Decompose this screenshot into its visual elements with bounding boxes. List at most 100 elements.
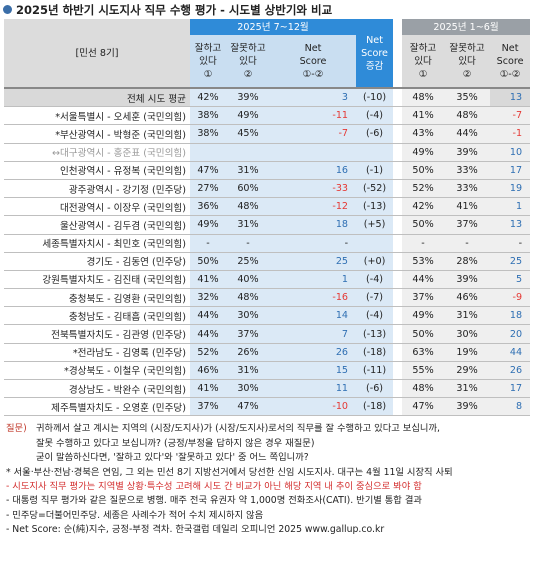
question-line: 잘못 수행하고 있다고 보십니까? (긍정/부정을 답하지 않은 경우 재질문): [36, 437, 315, 449]
h1-good-cell: 37%: [402, 288, 445, 308]
h2-net-cell: 26: [270, 343, 357, 362]
h2-net-cell: 25: [270, 252, 357, 271]
footnotes: 질문) 귀하께서 살고 계시는 지역의 (시장/도지사)가 (시장/도지사)로서…: [0, 422, 528, 537]
h1-bad-cell: 46%: [444, 288, 491, 308]
h1-net-cell: -: [490, 234, 531, 253]
h2-net-cell: 7: [270, 324, 357, 344]
net-change-cell: [356, 143, 394, 162]
h1-net-cell: 20: [490, 324, 531, 344]
h2-bad-cell: 30%: [226, 306, 270, 326]
h2-good-cell: [190, 143, 226, 162]
h1-bad-cell: -: [444, 234, 491, 253]
row-label: 광주광역시 - 강기정 (민주당): [4, 179, 190, 199]
table-row: 경기도 - 김동연 (민주당) 50% 25% 25 (+0) 53% 28% 25: [4, 252, 531, 271]
table-row: 전체 시도 평균 42% 39% 3 (-10) 48% 35% 13: [4, 87, 531, 108]
table-row: 인천광역시 - 유정복 (국민의힘) 47% 31% 16 (-1) 50% 33% 17: [4, 161, 531, 180]
h2-good-cell: 50%: [190, 252, 226, 271]
h2-bad-cell: 26%: [226, 343, 270, 362]
question-line: 귀하께서 살고 계시는 지역의 (시장/도지사)가 (시장/도지사)로서의 직무…: [36, 423, 440, 435]
h2-good-cell: 46%: [190, 361, 226, 381]
net-change-cell: [356, 234, 394, 253]
h2-net-cell: 3: [270, 87, 357, 108]
period-h1: 2025년 1~6월: [402, 19, 531, 35]
row-label: 전체 시도 평균: [4, 87, 190, 108]
net-change-cell: (-10): [356, 87, 394, 108]
h2-bad-cell: 48%: [226, 288, 270, 308]
h1-net-cell: -7: [490, 106, 531, 126]
h2-bad-cell: 60%: [226, 179, 270, 199]
h2-bad-cell: 48%: [226, 197, 270, 217]
h1-net-cell: 18: [490, 306, 531, 326]
h2-good-cell: 27%: [190, 179, 226, 199]
row-label: 경상남도 - 박완수 (국민의힘): [4, 379, 190, 399]
row-label: *경상북도 - 이철우 (국민의힘): [4, 361, 190, 381]
net-change-cell: (-4): [356, 270, 394, 290]
row-label: *서울특별시 - 오세훈 (국민의힘): [4, 106, 190, 126]
h2-net-cell: 11: [270, 379, 357, 399]
question-line: 굳이 말씀하신다면, '잘하고 있다'와 '잘못하고 있다' 중 어느 쪽입니까…: [36, 452, 309, 464]
table-row: 제주특별자치도 - 오영훈 (민주당) 37% 47% -10 (-18) 47% 39% 8: [4, 397, 531, 417]
row-label: 충청남도 - 김태흠 (국민의힘): [4, 306, 190, 326]
h1-good-cell: 50%: [402, 324, 445, 344]
h1-good-cell: 43%: [402, 124, 445, 144]
h2-net-cell: 1: [270, 270, 357, 290]
table-row: 세종특별자치시 - 최민호 (국민의힘) - - - - - -: [4, 234, 531, 253]
h1-net-cell: -1: [490, 124, 531, 144]
h1-good-cell: 42%: [402, 197, 445, 217]
h2-bad-cell: 39%: [226, 87, 270, 108]
h1-net-cell: 5: [490, 270, 531, 290]
h2-good-cell: 52%: [190, 343, 226, 362]
h2-net-cell: 16: [270, 161, 357, 180]
table-row: *부산광역시 - 박형준 (국민의힘) 38% 45% -7 (-6) 43% 44% -1: [4, 124, 531, 144]
row-label: 울산광역시 - 김두겸 (국민의힘): [4, 215, 190, 235]
h1-good-cell: 41%: [402, 106, 445, 126]
h1-good-cell: 55%: [402, 361, 445, 381]
h1-bad-cell: 19%: [444, 343, 491, 362]
ratings-table: [민선 8기] 2025년 7~12월 Net Score 증감 2025년 1…: [4, 19, 531, 417]
h2-good-cell: 49%: [190, 215, 226, 235]
h1-net-cell: 17: [490, 379, 531, 399]
row-label: 전북특별자치도 - 김관영 (민주당): [4, 324, 190, 344]
h1-net-cell: 26: [490, 361, 531, 381]
note-line: - 민주당=더불어민주당. 세종은 사례수가 적어 수치 제시하지 않음: [6, 509, 264, 521]
row-label: 강원특별자치도 - 김진태 (국민의힘): [4, 270, 190, 290]
table-row: 울산광역시 - 김두겸 (국민의힘) 49% 31% 18 (+5) 50% 37% 13: [4, 215, 531, 235]
h1-bad-cell: 31%: [444, 306, 491, 326]
h2-good-cell: 44%: [190, 306, 226, 326]
page-title: 2025년 하반기 시도지사 직무 수행 평가 - 시도별 상반기와 비교: [0, 0, 534, 19]
h1-bad-cell: 30%: [444, 324, 491, 344]
h1-bad-cell: 33%: [444, 179, 491, 199]
h2-bad-cell: [226, 143, 270, 162]
h1-good-cell: 47%: [402, 397, 445, 417]
h1-net-cell: 8: [490, 397, 531, 417]
net-change-cell: (-1): [356, 161, 394, 180]
h2-good-cell: -: [190, 234, 226, 253]
h2-bad-cell: 49%: [226, 106, 270, 126]
h2-bad-cell: 31%: [226, 215, 270, 235]
h2-bad-cell: 30%: [226, 379, 270, 399]
h2-good-cell: 38%: [190, 106, 226, 126]
h2-net-cell: 14: [270, 306, 357, 326]
note-line-highlight: - 시도지사 직무 평가는 지역별 상황·특수성 고려해 시도 간 비교가 아닌…: [6, 481, 422, 492]
h2-good-cell: 44%: [190, 324, 226, 344]
h2-net-cell: 18: [270, 215, 357, 235]
h1-net-cell: 13: [490, 215, 531, 235]
note-line: - Net Score: 순(純)지수, 긍정-부정 격차. 한국갤럽 데일리 …: [6, 524, 385, 536]
col-bad-h2: 잘못하고 있다 ②: [226, 35, 270, 88]
h2-bad-cell: 37%: [226, 324, 270, 344]
row-label: 제주특별자치도 - 오영훈 (민주당): [4, 397, 190, 417]
table-row: 충청북도 - 김영환 (국민의힘) 32% 48% -16 (-7) 37% 46% -9: [4, 288, 531, 308]
h2-net-cell: -: [270, 234, 357, 253]
h1-good-cell: 53%: [402, 252, 445, 271]
h2-bad-cell: 47%: [226, 397, 270, 417]
table-row: 강원특별자치도 - 김진태 (국민의힘) 41% 40% 1 (-4) 44% 39% 5: [4, 270, 531, 290]
h1-net-cell: 19: [490, 179, 531, 199]
row-label: ↔대구광역시 - 홍준표 (국민의힘): [4, 143, 190, 162]
h2-good-cell: 42%: [190, 87, 226, 108]
h1-bad-cell: 28%: [444, 252, 491, 271]
h2-net-cell: -16: [270, 288, 357, 308]
net-change-cell: (-13): [356, 324, 394, 344]
h1-bad-cell: 31%: [444, 379, 491, 399]
net-change-cell: (-6): [356, 124, 394, 144]
h1-net-cell: 44: [490, 343, 531, 362]
